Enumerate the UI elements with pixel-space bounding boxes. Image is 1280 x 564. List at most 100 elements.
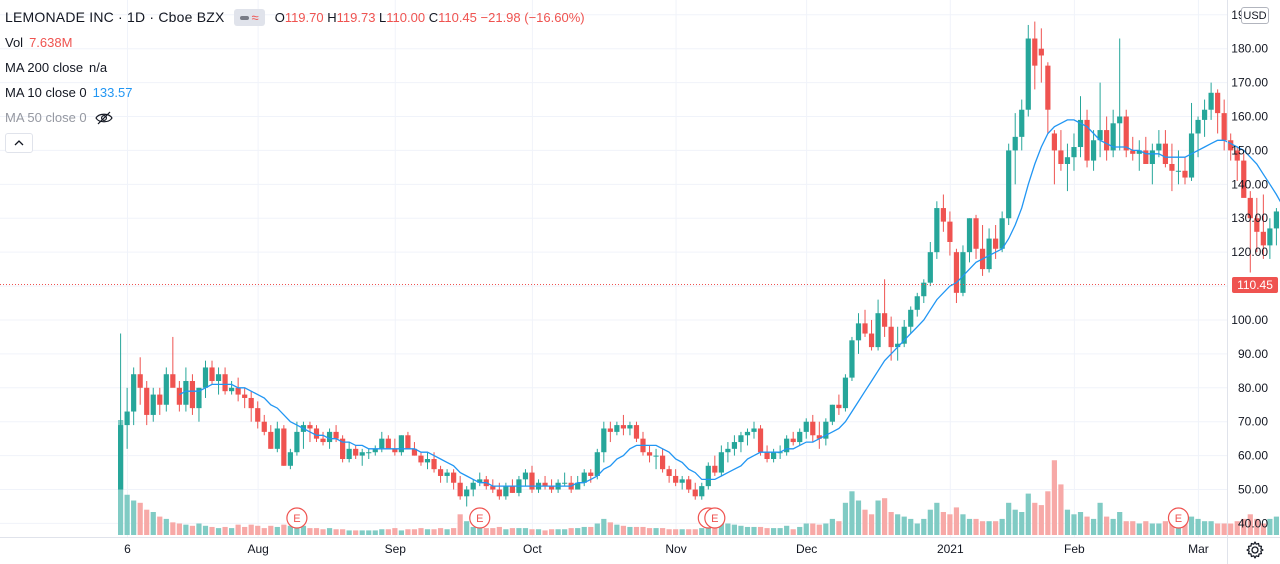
candle-body (287, 452, 293, 466)
volume-bar (503, 529, 509, 535)
volume-bar (979, 521, 986, 535)
earnings-marker-circle (1167, 507, 1190, 529)
collapse-legend-button[interactable] (5, 133, 33, 153)
candle (927, 241, 933, 287)
candle-body (816, 435, 822, 439)
candle-body (575, 482, 581, 490)
earnings-marker[interactable]: E (1167, 507, 1190, 529)
volume-bar (862, 509, 868, 535)
candle-body (1025, 38, 1031, 110)
volume-bar (196, 523, 202, 535)
candle-body (686, 479, 692, 490)
candle (679, 475, 685, 490)
volume-bar (725, 523, 731, 535)
price-tick-label: 50.00 (1238, 483, 1268, 497)
ma200-value: n/a (89, 60, 108, 75)
volume-bar (320, 529, 326, 535)
volume-bar (470, 526, 476, 535)
volume-bar (418, 528, 424, 535)
candle-body (862, 323, 868, 334)
candle-body (836, 404, 842, 409)
earnings-marker[interactable]: E (286, 507, 308, 529)
candle-body (529, 472, 535, 490)
volume-bar (451, 528, 457, 535)
candle-body (1221, 113, 1227, 141)
volume-bar (594, 523, 600, 535)
candle-body (176, 387, 182, 405)
candle (1143, 136, 1149, 164)
candle-body (183, 381, 189, 405)
volume-bar (914, 523, 920, 535)
volume-bar (124, 494, 130, 535)
candle-body (150, 394, 156, 415)
candle (157, 387, 163, 415)
candle-body (431, 459, 437, 470)
candle (313, 425, 320, 443)
volume-bar (529, 529, 535, 535)
symbol-row: LEMONADE INC · 1D · Cboe BZX ≈ O119.70 H… (5, 5, 585, 30)
candle-body (1058, 150, 1064, 164)
status-pill[interactable]: ≈ (233, 9, 265, 26)
earnings-marker[interactable]: E (469, 507, 491, 529)
candle-body (744, 431, 751, 436)
eye-off-icon[interactable] (94, 111, 113, 125)
candle-body (242, 394, 248, 398)
wave-icon: ≈ (251, 10, 259, 25)
volume-bar (1032, 502, 1038, 535)
candle (1267, 218, 1273, 259)
volume-bar (927, 509, 933, 535)
volume-bar (640, 526, 646, 535)
chevron-up-icon (14, 140, 24, 146)
earnings-marker[interactable]: E (704, 507, 726, 529)
candle-body (1241, 160, 1247, 198)
volume-bar (215, 528, 222, 535)
candle-body (398, 435, 404, 453)
symbol-title[interactable]: LEMONADE INC · 1D · Cboe BZX (5, 9, 225, 25)
ohlc-values: O119.70 H119.73 L110.00 C110.45 −21.98 (… (275, 5, 585, 30)
candle-body (1208, 92, 1214, 110)
candle-body (666, 469, 672, 476)
candle-body (1045, 65, 1051, 110)
candle-body (1006, 150, 1012, 219)
candle-body (418, 455, 424, 463)
earnings-markers[interactable]: EEEEE (286, 507, 1190, 529)
candle-body (829, 404, 835, 422)
vol-indicator-row[interactable]: Vol 7.638M (5, 30, 585, 55)
candle-body (542, 482, 548, 487)
ma10-line (179, 119, 1280, 487)
candle-body (457, 482, 463, 497)
candle (836, 394, 842, 415)
candle-body (849, 340, 855, 378)
candle (1012, 113, 1018, 185)
low-value: 110.00 (386, 10, 426, 25)
price-tick-label: 130.00 (1231, 211, 1268, 225)
volume-bar (340, 529, 346, 535)
candle (1045, 62, 1051, 134)
ma10-value: 133.57 (92, 85, 133, 100)
candle-body (333, 431, 339, 439)
currency-button[interactable]: USD (1241, 7, 1269, 24)
ma50-indicator-row[interactable]: MA 50 close 0 (5, 105, 585, 130)
candle-body (163, 374, 169, 405)
candle (947, 211, 953, 256)
volume-bar (189, 525, 196, 535)
gear-icon[interactable] (1245, 540, 1265, 560)
candle-body (1104, 130, 1110, 151)
volume-bar (379, 529, 385, 535)
price-tick-label: 90.00 (1238, 347, 1268, 361)
candle-body (927, 252, 933, 283)
candle-body (1201, 109, 1208, 120)
volume-bar (274, 526, 280, 535)
candle-body (803, 421, 809, 432)
volume-bar (934, 502, 940, 535)
ma200-indicator-row[interactable]: MA 200 close n/a (5, 55, 585, 80)
candle-body (999, 218, 1005, 249)
candle-body (934, 208, 940, 253)
price-tick-label: 40.00 (1238, 516, 1268, 530)
ma10-indicator-row[interactable]: MA 10 close 0 133.57 (5, 80, 585, 105)
candle (607, 421, 613, 443)
candle (882, 279, 888, 337)
